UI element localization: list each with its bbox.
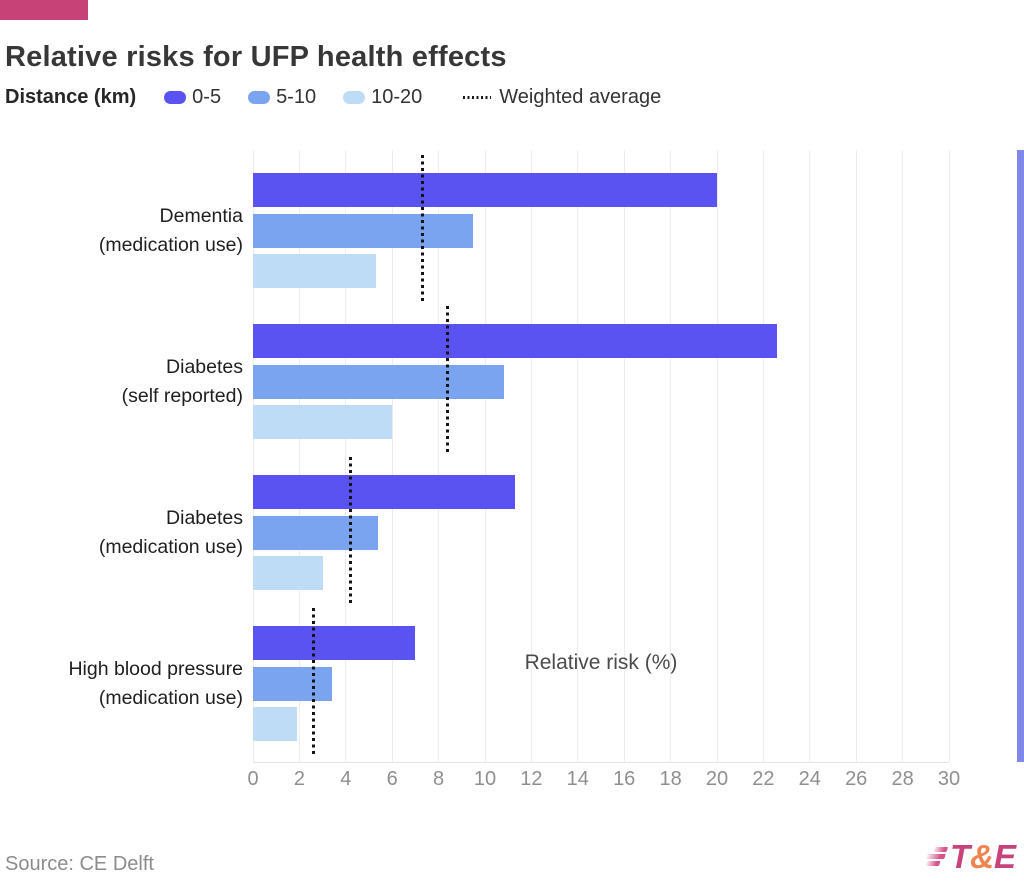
gridline-x-26 bbox=[855, 150, 857, 762]
category-label-1: Diabetes (self reported) bbox=[121, 355, 243, 407]
right-edge-strip bbox=[1017, 150, 1024, 762]
gridline-x-12 bbox=[530, 150, 532, 762]
category-label-0: Dementia (medication use) bbox=[98, 204, 243, 256]
gridline-x-0 bbox=[252, 150, 254, 762]
bar-5-10-cat0 bbox=[253, 213, 474, 248]
x-tick-label-4: 4 bbox=[340, 768, 352, 790]
weighted-average-line-cat1 bbox=[446, 306, 450, 453]
gridline-x-28 bbox=[902, 150, 904, 762]
bar-0-5-cat2 bbox=[253, 475, 516, 509]
legend-item-10-20: 10-20 bbox=[343, 86, 422, 109]
x-tick-label-26: 26 bbox=[845, 768, 868, 790]
x-tick-label-10: 10 bbox=[473, 768, 497, 790]
page-title: Relative risks for UFP health effects bbox=[5, 41, 507, 74]
gridline-x-4 bbox=[345, 150, 347, 762]
logo-stripes-icon bbox=[917, 843, 950, 870]
x-tick-label-22: 22 bbox=[752, 768, 775, 790]
x-tick-label-2: 2 bbox=[293, 768, 305, 790]
legend-item-0-5: 0-5 bbox=[164, 86, 221, 109]
x-tick-label-16: 16 bbox=[613, 768, 636, 790]
gridline-x-16 bbox=[623, 150, 625, 762]
x-tick-label-28: 28 bbox=[891, 768, 914, 790]
x-tick-label-20: 20 bbox=[705, 768, 729, 790]
gridline-x-30 bbox=[948, 150, 950, 762]
logo-text: T&E bbox=[949, 838, 1016, 875]
weighted-average-line-cat2 bbox=[348, 457, 352, 604]
gridline-x-6 bbox=[391, 150, 393, 762]
legend: Distance (km) 0-5 5-10 10-20 Weighted av… bbox=[5, 83, 688, 111]
weighted-average-line-cat3 bbox=[311, 608, 315, 755]
legend-swatch-0-5 bbox=[164, 90, 187, 104]
category-label-3: High blood pressure (medication use) bbox=[68, 657, 243, 709]
gridline-x-10 bbox=[484, 150, 486, 762]
bar-10-20-cat0 bbox=[253, 254, 376, 288]
bar-0-5-cat3 bbox=[253, 626, 416, 660]
bar-5-10-cat1 bbox=[253, 364, 504, 399]
x-tick-label-0: 0 bbox=[247, 768, 259, 790]
legend-swatch-5-10 bbox=[248, 90, 271, 104]
gridline-x-18 bbox=[670, 150, 672, 762]
x-tick-label-24: 24 bbox=[798, 768, 821, 790]
bar-0-5-cat0 bbox=[253, 173, 717, 207]
brand-accent-bar bbox=[0, 0, 88, 20]
gridline-x-20 bbox=[716, 150, 718, 762]
dotted-line-icon bbox=[463, 95, 492, 99]
legend-swatch-10-20 bbox=[343, 90, 366, 104]
category-label-2: Diabetes (medication use) bbox=[98, 506, 243, 558]
plot-baseline bbox=[253, 762, 949, 763]
gridline-x-8 bbox=[438, 150, 440, 762]
bar-chart: 0 2 4 6 8 10 12 14 16 18 20 22 24 26 28 30 Dementia (medi… bbox=[0, 150, 1024, 790]
x-tick-label-14: 14 bbox=[566, 768, 589, 790]
t-and-e-logo: T&E bbox=[921, 838, 1016, 875]
bar-10-20-cat3 bbox=[253, 707, 298, 741]
x-axis-title: Relative risk (%) bbox=[524, 651, 678, 674]
x-tick-label-8: 8 bbox=[433, 768, 445, 790]
x-tick-label-18: 18 bbox=[659, 768, 682, 790]
weighted-average-line-cat0 bbox=[420, 155, 424, 302]
bar-10-20-cat1 bbox=[253, 405, 393, 439]
x-tick-label-12: 12 bbox=[520, 768, 543, 790]
gridline-x-2 bbox=[298, 150, 300, 762]
gridline-x-24 bbox=[809, 150, 811, 762]
legend-item-weighted-average: Weighted average bbox=[449, 86, 661, 109]
gridline-x-22 bbox=[762, 150, 764, 762]
legend-item-5-10: 5-10 bbox=[248, 86, 316, 109]
bar-5-10-cat3 bbox=[253, 666, 332, 701]
gridline-x-14 bbox=[577, 150, 579, 762]
x-tick-label-30: 30 bbox=[937, 768, 961, 790]
x-tick-label-6: 6 bbox=[386, 768, 398, 790]
source-note: Source: CE Delft bbox=[5, 853, 154, 875]
bar-0-5-cat1 bbox=[253, 324, 778, 358]
bar-10-20-cat2 bbox=[253, 556, 323, 590]
legend-title: Distance (km) bbox=[5, 85, 137, 108]
bar-5-10-cat2 bbox=[253, 515, 379, 550]
